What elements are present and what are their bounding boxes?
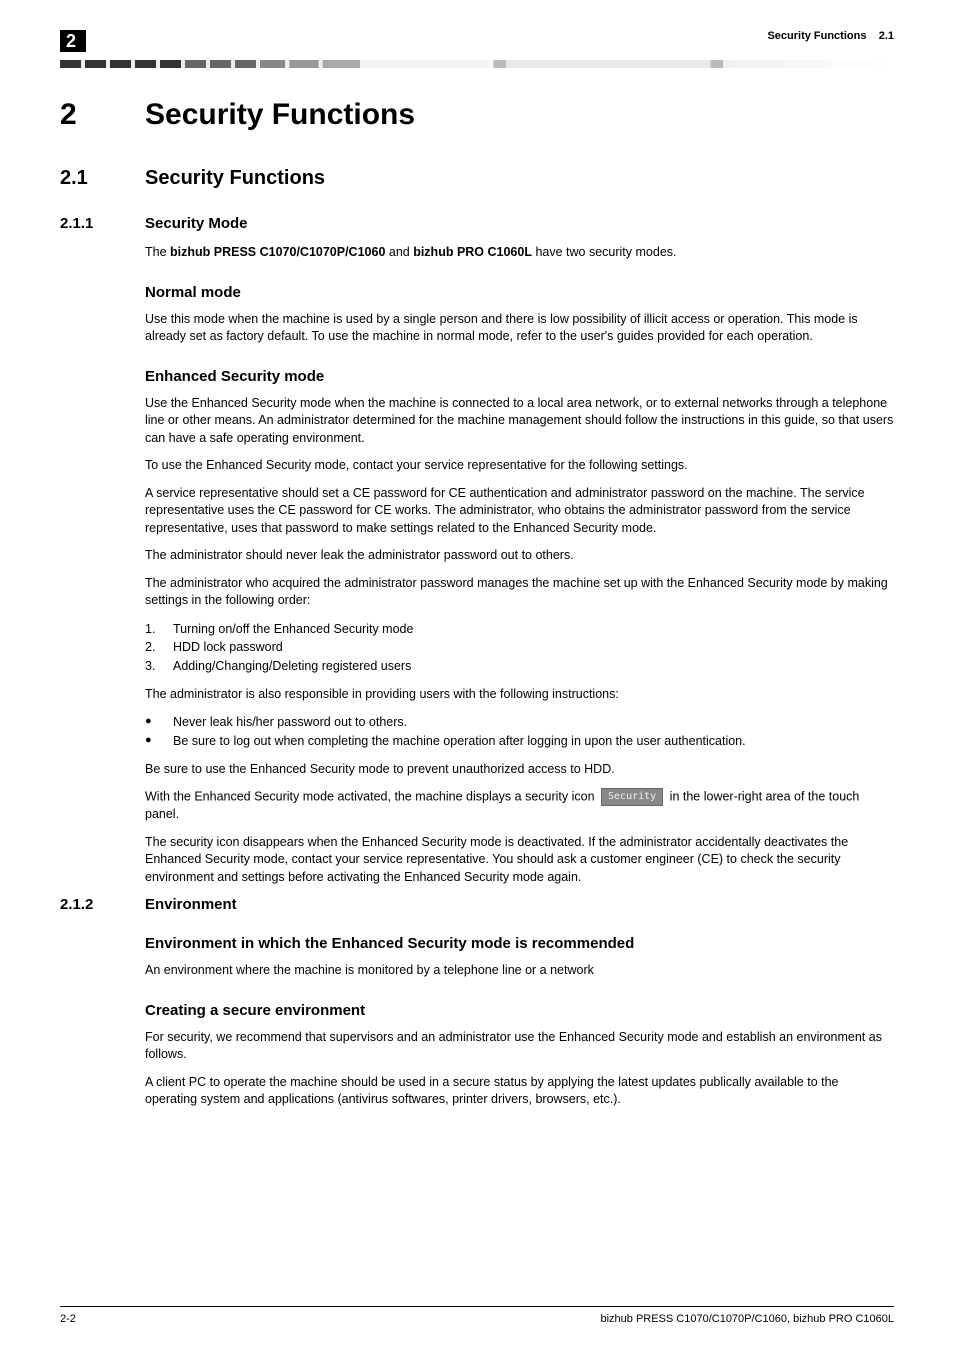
intro-pre: The bbox=[145, 245, 170, 259]
intro-post: have two security modes. bbox=[532, 245, 677, 259]
heading-1: 2 Security Functions bbox=[60, 98, 894, 132]
secure-env-p2: A client PC to operate the machine shoul… bbox=[145, 1074, 894, 1109]
intro-mid: and bbox=[385, 245, 413, 259]
heading-3-environment: 2.1.2 Environment bbox=[60, 896, 894, 913]
h3-title: Environment bbox=[145, 896, 237, 913]
h3-number: 2.1.2 bbox=[60, 896, 145, 913]
enhanced-p1: Use the Enhanced Security mode when the … bbox=[145, 395, 894, 448]
enhanced-p3: A service representative should set a CE… bbox=[145, 485, 894, 538]
heading-2: 2.1 Security Functions bbox=[60, 167, 894, 190]
enhanced-p6: The administrator is also responsible in… bbox=[145, 686, 894, 704]
p8-pre: With the Enhanced Security mode activate… bbox=[145, 790, 598, 804]
h3-title: Security Mode bbox=[145, 215, 248, 232]
normal-mode-heading: Normal mode bbox=[145, 284, 894, 301]
list-item: ●Never leak his/her password out to othe… bbox=[145, 713, 894, 732]
page-footer: 2-2 bizhub PRESS C1070/C1070P/C1060, biz… bbox=[60, 1306, 894, 1325]
list-item: 1.Turning on/off the Enhanced Security m… bbox=[145, 620, 894, 639]
h1-number: 2 bbox=[60, 98, 145, 132]
list-item: 3.Adding/Changing/Deleting registered us… bbox=[145, 657, 894, 676]
enhanced-p7: Be sure to use the Enhanced Security mod… bbox=[145, 761, 894, 779]
security-icon: Security bbox=[601, 788, 663, 806]
enhanced-p9: The security icon disappears when the En… bbox=[145, 834, 894, 887]
bullet-icon: ● bbox=[145, 732, 173, 751]
secure-env-p1: For security, we recommend that supervis… bbox=[145, 1029, 894, 1064]
h2-number: 2.1 bbox=[60, 167, 145, 190]
normal-mode-p1: Use this mode when the machine is used b… bbox=[145, 311, 894, 346]
list-text: Turning on/off the Enhanced Security mod… bbox=[173, 620, 413, 639]
list-text: Be sure to log out when completing the m… bbox=[173, 732, 746, 751]
chapter-tab: 2 bbox=[60, 30, 86, 52]
enhanced-p8: With the Enhanced Security mode activate… bbox=[145, 788, 894, 824]
enhanced-p5: The administrator who acquired the admin… bbox=[145, 575, 894, 610]
list-number: 3. bbox=[145, 657, 173, 676]
h1-title: Security Functions bbox=[145, 98, 415, 132]
decorative-bar bbox=[60, 60, 894, 68]
list-text: Adding/Changing/Deleting registered user… bbox=[173, 657, 411, 676]
page: 2 Security Functions 2.1 2 Security Func… bbox=[0, 0, 954, 1350]
page-number: 2-2 bbox=[60, 1313, 76, 1325]
heading-3-mode: 2.1.1 Security Mode bbox=[60, 215, 894, 232]
running-header: Security Functions 2.1 bbox=[767, 30, 894, 42]
list-item: 2.HDD lock password bbox=[145, 638, 894, 657]
list-number: 1. bbox=[145, 620, 173, 639]
running-title: Security Functions bbox=[767, 30, 866, 42]
enhanced-p2: To use the Enhanced Security mode, conta… bbox=[145, 457, 894, 475]
h2-title: Security Functions bbox=[145, 167, 325, 190]
intro-bold1: bizhub PRESS C1070/C1070P/C1060 bbox=[170, 245, 385, 259]
running-section: 2.1 bbox=[879, 30, 894, 42]
env-rec-p1: An environment where the machine is moni… bbox=[145, 962, 894, 980]
list-number: 2. bbox=[145, 638, 173, 657]
env-rec-heading: Environment in which the Enhanced Securi… bbox=[145, 935, 894, 952]
secure-env-heading: Creating a secure environment bbox=[145, 1002, 894, 1019]
intro-bold2: bizhub PRO C1060L bbox=[413, 245, 532, 259]
enhanced-p4: The administrator should never leak the … bbox=[145, 547, 894, 565]
h3-number: 2.1.1 bbox=[60, 215, 145, 232]
user-instructions-list: ●Never leak his/her password out to othe… bbox=[145, 713, 894, 751]
product-name: bizhub PRESS C1070/C1070P/C1060, bizhub … bbox=[600, 1313, 894, 1325]
list-text: HDD lock password bbox=[173, 638, 283, 657]
list-text: Never leak his/her password out to other… bbox=[173, 713, 407, 732]
admin-steps-list: 1.Turning on/off the Enhanced Security m… bbox=[145, 620, 894, 676]
intro-paragraph: The bizhub PRESS C1070/C1070P/C1060 and … bbox=[145, 244, 894, 262]
bullet-icon: ● bbox=[145, 713, 173, 732]
page-header: 2 Security Functions 2.1 bbox=[60, 30, 894, 52]
list-item: ●Be sure to log out when completing the … bbox=[145, 732, 894, 751]
enhanced-mode-heading: Enhanced Security mode bbox=[145, 368, 894, 385]
